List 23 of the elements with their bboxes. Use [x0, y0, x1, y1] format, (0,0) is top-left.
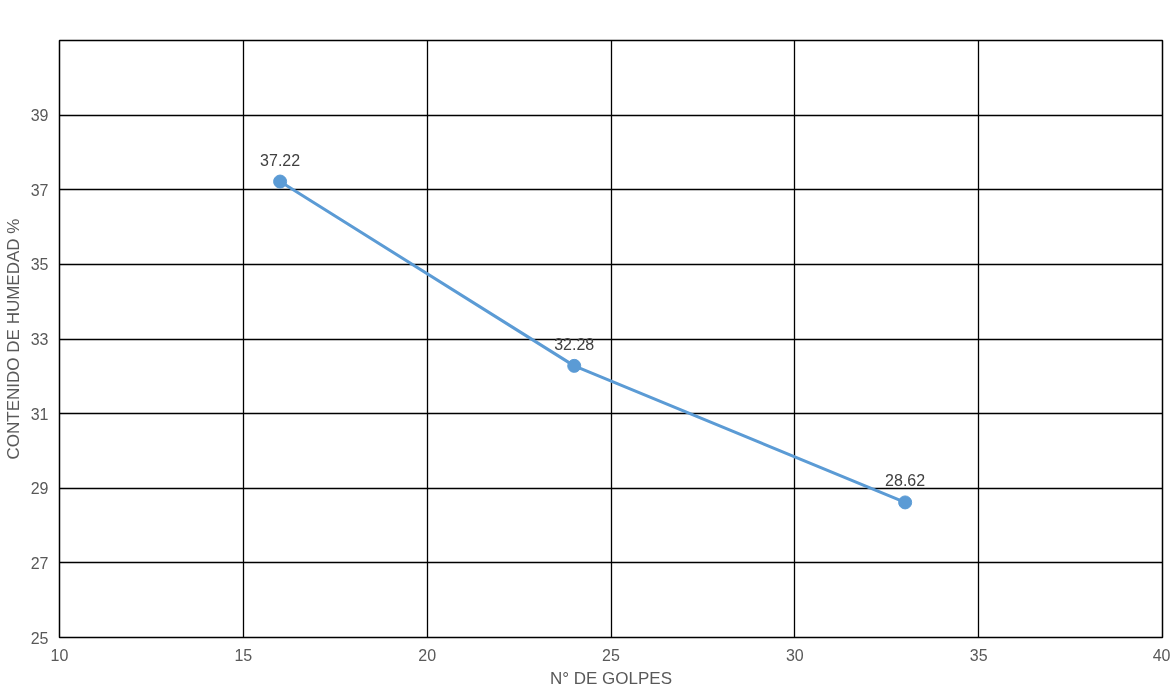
- y-tick-label: 33: [30, 331, 49, 348]
- y-tick-label: 27: [30, 554, 49, 572]
- y-tick-label: 35: [30, 256, 49, 274]
- point: [898, 495, 913, 510]
- x-tick-label: 35: [969, 646, 988, 664]
- y-tick-label: 29: [30, 480, 49, 498]
- y-tick-label: 37: [30, 181, 49, 199]
- data-label: 37.22: [260, 151, 301, 169]
- data-label: 28.62: [885, 472, 926, 490]
- point: [273, 174, 288, 189]
- data-label: 32.28: [554, 335, 595, 353]
- x-tick-label: 40: [1152, 646, 1171, 664]
- x-axis-title: N° DE GOLPES: [549, 668, 673, 688]
- x-tick-label: 10: [50, 646, 69, 664]
- x-tick-label: 20: [418, 646, 437, 664]
- y-axis-title: CONTENIDO DE HUMEDAD %: [3, 218, 23, 460]
- point: [567, 358, 582, 373]
- y-tick-label: 39: [30, 107, 49, 125]
- y-tick-label: 25: [30, 629, 49, 647]
- x-tick-label: 25: [602, 646, 620, 664]
- y-tick-label: 31: [30, 405, 49, 423]
- x-tick-label: 15: [234, 646, 253, 664]
- x-tick-label: 30: [785, 646, 804, 664]
